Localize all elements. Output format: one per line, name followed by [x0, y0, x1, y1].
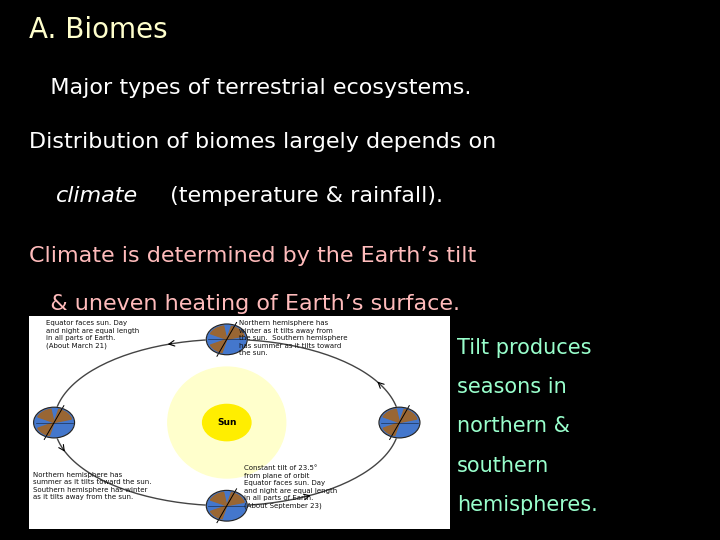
- Circle shape: [207, 325, 246, 354]
- Text: A. Biomes: A. Biomes: [29, 16, 168, 44]
- Text: hemispheres.: hemispheres.: [457, 495, 598, 515]
- Wedge shape: [37, 422, 54, 436]
- Wedge shape: [210, 326, 227, 339]
- Text: Major types of terrestrial ecosystems.: Major types of terrestrial ecosystems.: [29, 78, 471, 98]
- Text: Distribution of biomes largely depends on: Distribution of biomes largely depends o…: [29, 132, 496, 152]
- Wedge shape: [383, 409, 400, 422]
- Circle shape: [207, 324, 247, 355]
- Circle shape: [35, 408, 73, 437]
- Text: Northern hemisphere has
winter as it tilts away from
the sun.  Southern hemisphe: Northern hemisphere has winter as it til…: [239, 320, 348, 356]
- Text: Sun: Sun: [217, 418, 236, 427]
- Text: northern &: northern &: [457, 416, 570, 436]
- Circle shape: [207, 490, 247, 521]
- Text: Tilt produces: Tilt produces: [457, 338, 592, 357]
- Wedge shape: [54, 409, 71, 422]
- Wedge shape: [210, 492, 227, 506]
- Text: Constant tilt of 23.5°
from plane of orbit
Equator faces sun. Day
and night are : Constant tilt of 23.5° from plane of orb…: [243, 465, 337, 509]
- Text: Climate is determined by the Earth’s tilt: Climate is determined by the Earth’s til…: [29, 246, 476, 266]
- Circle shape: [380, 408, 419, 437]
- Wedge shape: [210, 339, 227, 353]
- Text: & uneven heating of Earth’s surface.: & uneven heating of Earth’s surface.: [29, 294, 460, 314]
- Wedge shape: [37, 409, 54, 422]
- Circle shape: [207, 491, 246, 521]
- Text: Northern hemisphere has
summer as it tilts toward the sun.
Southern hemisphere h: Northern hemisphere has summer as it til…: [33, 471, 151, 500]
- Text: climate: climate: [56, 186, 139, 206]
- FancyBboxPatch shape: [29, 316, 450, 529]
- Text: (temperature & rainfall).: (temperature & rainfall).: [163, 186, 443, 206]
- Ellipse shape: [168, 367, 286, 478]
- Circle shape: [34, 407, 75, 438]
- Circle shape: [379, 407, 420, 438]
- Text: seasons in: seasons in: [457, 377, 567, 397]
- Wedge shape: [400, 409, 417, 422]
- Circle shape: [202, 404, 251, 441]
- Wedge shape: [227, 326, 244, 339]
- Wedge shape: [210, 506, 227, 519]
- Text: southern: southern: [457, 456, 549, 476]
- Wedge shape: [227, 492, 244, 506]
- Wedge shape: [383, 422, 400, 436]
- Text: Equator faces sun. Day
and night are equal length
in all parts of Earth.
(About : Equator faces sun. Day and night are equ…: [45, 320, 139, 349]
